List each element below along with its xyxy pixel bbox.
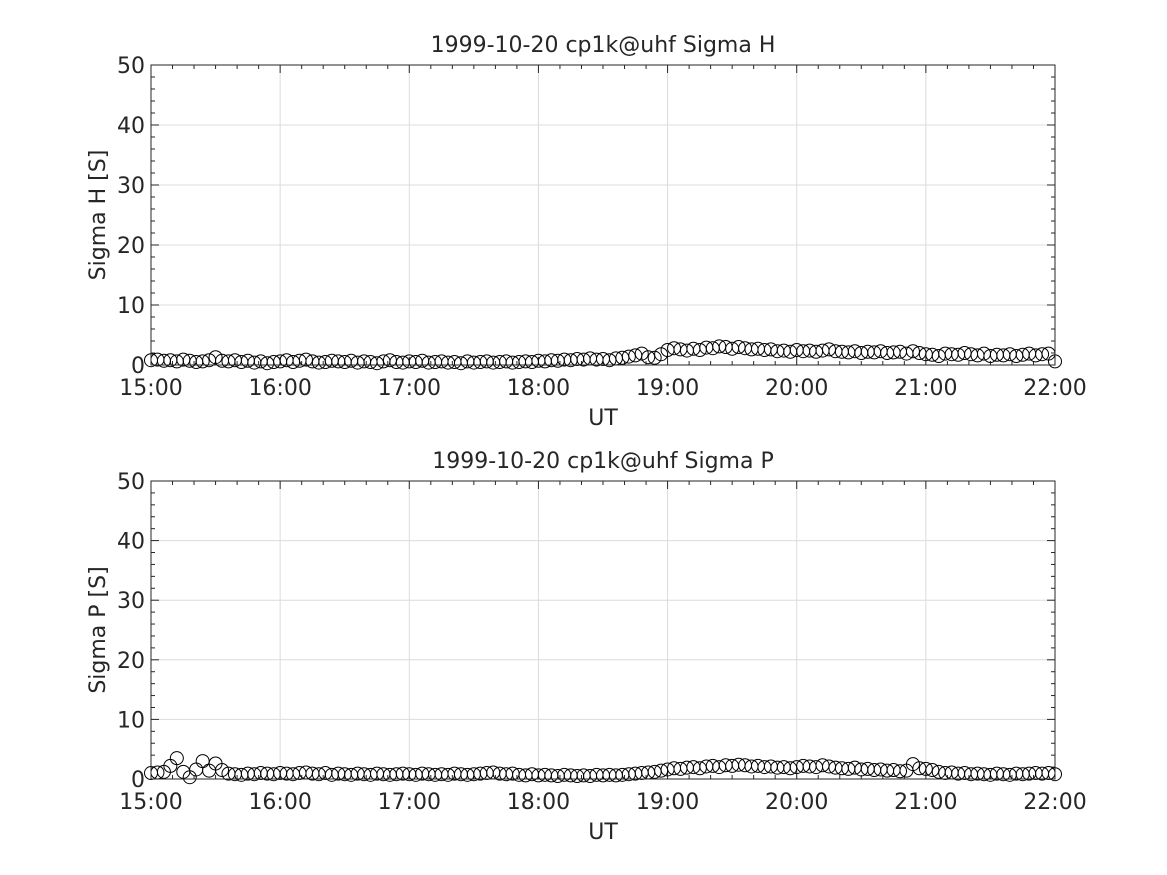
x-tick-label: 15:00: [119, 376, 182, 401]
data-point: [621, 349, 636, 364]
x-axis-label: UT: [588, 406, 618, 431]
x-tick-label: 16:00: [248, 376, 311, 401]
data-series: [144, 339, 1062, 371]
data-series: [144, 751, 1062, 785]
data-point: [298, 352, 313, 367]
data-point: [634, 346, 649, 361]
y-tick-label: 10: [117, 294, 145, 319]
y-tick-label: 20: [117, 234, 145, 259]
data-point: [641, 350, 656, 365]
data-point: [905, 344, 920, 359]
x-tick-label: 22:00: [1023, 376, 1086, 401]
x-tick-label: 20:00: [765, 790, 828, 815]
y-tick-label: 30: [117, 589, 145, 614]
grid: [150, 64, 1056, 366]
x-tick-label: 19:00: [636, 376, 699, 401]
data-point: [1035, 347, 1050, 362]
sigma-h-panel: 1999-10-20 cp1k@uhf Sigma H UT Sigma H […: [86, 33, 1087, 431]
x-tick-label: 20:00: [765, 376, 828, 401]
x-tick-label: 17:00: [378, 790, 441, 815]
y-tick-label: 40: [117, 530, 145, 555]
x-tick-label: 21:00: [894, 376, 957, 401]
y-tick-label: 50: [117, 54, 145, 79]
data-point: [208, 350, 223, 365]
ticks: [150, 64, 1056, 366]
x-tick-label: 18:00: [507, 376, 570, 401]
x-tick-label: 15:00: [119, 790, 182, 815]
x-tick-label: 18:00: [507, 790, 570, 815]
data-point: [215, 763, 230, 778]
plot-frame: [150, 480, 1056, 780]
grid: [150, 480, 1056, 780]
y-tick-label: 20: [117, 649, 145, 674]
y-tick-label: 0: [131, 354, 145, 379]
data-point: [647, 350, 662, 365]
y-tick-label: 40: [117, 114, 145, 139]
data-point: [169, 751, 184, 766]
data-point: [195, 354, 210, 369]
data-point: [918, 761, 933, 776]
ticks: [150, 480, 1056, 780]
data-point: [370, 356, 384, 371]
x-tick-label: 21:00: [894, 790, 957, 815]
x-tick-label: 22:00: [1023, 790, 1086, 815]
chart-title: 1999-10-20 cp1k@uhf Sigma P: [432, 449, 773, 474]
y-tick-label: 10: [117, 708, 145, 733]
x-tick-label: 17:00: [378, 376, 441, 401]
y-axis-label: Sigma H [S]: [86, 150, 111, 281]
data-point: [195, 754, 210, 769]
data-point: [925, 763, 940, 778]
y-tick-label: 30: [117, 174, 145, 199]
sigma-p-panel: 1999-10-20 cp1k@uhf Sigma P UT Sigma P […: [86, 449, 1087, 845]
tick-labels: 15:00 16:00 17:00 18:00 19:00 20:00 21:00 22:00…: [117, 470, 1087, 815]
plot-frame: [150, 64, 1056, 366]
chart-title: 1999-10-20 cp1k@uhf Sigma H: [431, 33, 776, 58]
x-tick-label: 16:00: [248, 790, 311, 815]
data-point: [189, 762, 204, 777]
y-tick-label: 0: [131, 768, 145, 793]
tick-labels: 15:00 16:00 17:00 18:00 19:00 20:00 21:00 22:00…: [117, 54, 1087, 401]
y-axis-label: Sigma P [S]: [86, 566, 111, 693]
x-axis-label: UT: [588, 820, 618, 845]
y-tick-label: 50: [117, 470, 145, 495]
data-point: [893, 764, 908, 779]
x-tick-label: 19:00: [636, 790, 699, 815]
